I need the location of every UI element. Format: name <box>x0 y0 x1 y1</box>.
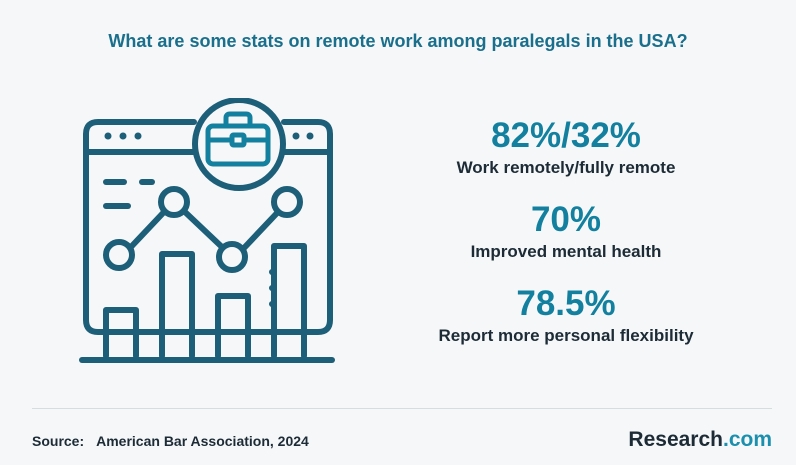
brand-main: Research <box>628 428 723 451</box>
stat-label: Report more personal flexibility <box>438 326 694 345</box>
brand-accent: .com <box>722 428 772 451</box>
stat-flexibility: 78.5% Report more personal flexibility <box>420 286 712 346</box>
stat-label: Improved mental health <box>470 242 662 261</box>
page-title: What are some stats on remote work among… <box>108 31 688 51</box>
stat-label: Work remotely/fully remote <box>456 158 676 177</box>
stats-panel: 82%/32% Work remotely/fully remote 70% I… <box>420 118 712 370</box>
stat-value: 70% <box>530 200 602 239</box>
briefcase-icon <box>205 111 271 167</box>
dashboard-illustration-icon <box>79 98 335 363</box>
stat-mental-health: 70% Improved mental health <box>420 202 712 262</box>
source-label: Source: <box>32 433 85 449</box>
bar-chart-icon <box>79 243 335 363</box>
stat-value: 78.5% <box>516 284 616 323</box>
stat-value: 82%/32% <box>491 116 641 155</box>
line-chart-icon <box>103 186 303 273</box>
stat-remote-work: 82%/32% Work remotely/fully remote <box>420 118 712 178</box>
source-citation: Source: American Bar Association, 2024 <box>32 433 309 449</box>
brand-logo: Research.com <box>628 428 772 452</box>
source-text: American Bar Association, 2024 <box>96 433 309 449</box>
footer-divider <box>32 408 772 409</box>
